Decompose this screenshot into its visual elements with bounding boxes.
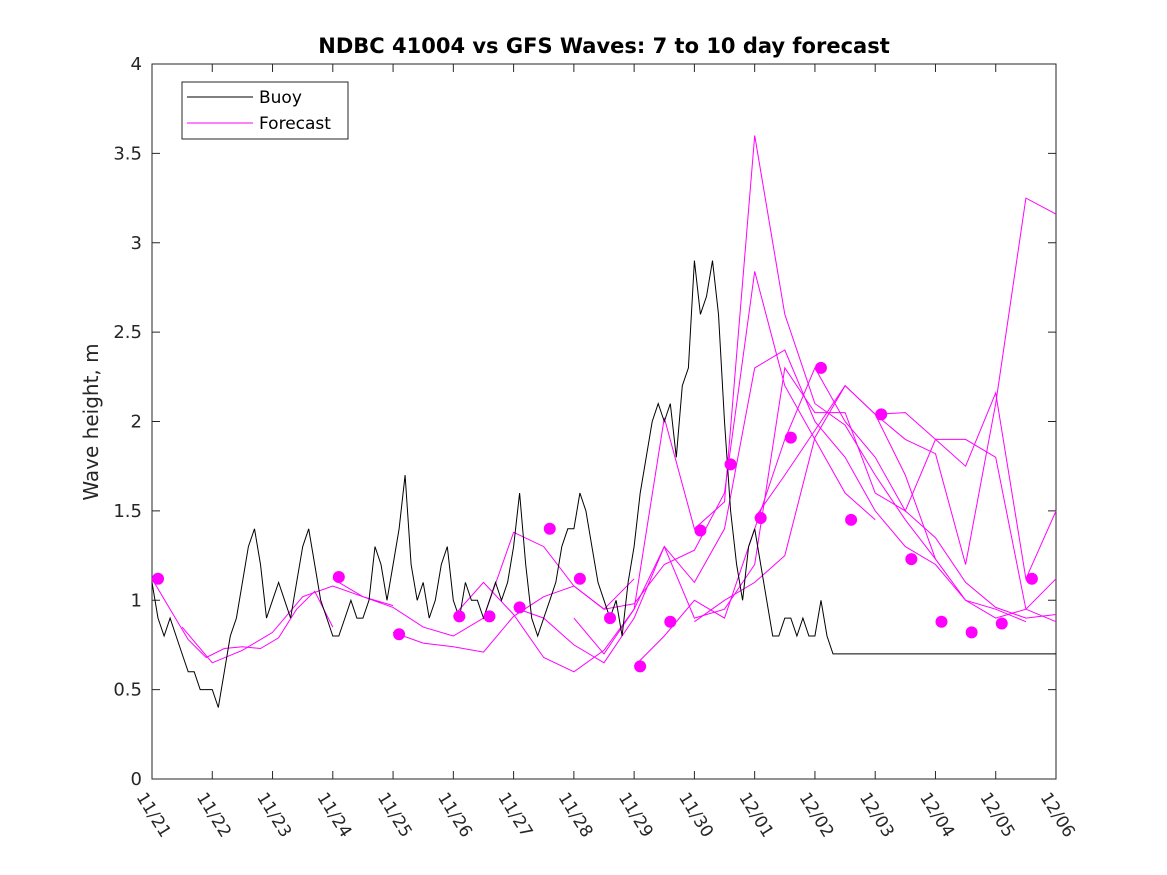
x-tick-label: 12/02 [795,789,838,841]
forecast-line [633,366,1057,667]
forecast-marker [543,522,556,535]
forecast-marker [965,626,978,639]
legend-buoy-label: Buoy [259,88,302,108]
forecast-marker [724,458,737,471]
x-tick-label: 11/26 [433,789,476,841]
y-tick-label: 3 [131,233,142,254]
forecast-marker [332,571,345,584]
x-tick-label: 11/30 [674,789,717,841]
x-tick-label: 11/24 [313,789,356,841]
forecast-marker [664,615,677,628]
forecast-line [452,135,936,673]
x-tick-label: 11/29 [614,789,657,841]
x-tick-label: 12/03 [855,789,898,841]
y-tick-label: 1 [131,590,142,611]
x-tick-label: 12/04 [915,789,958,841]
x-tick-label: 11/22 [192,789,235,841]
forecast-line [151,578,334,659]
y-axis: 0 0.5 1 1.5 2 2.5 3 3.5 4 [113,54,1056,790]
forecast-marker [1025,572,1038,585]
plot-frame [151,63,1057,780]
forecast-marker [694,524,707,537]
forecast-marker [875,408,888,421]
forecast-marker [905,553,918,566]
x-tick-label: 11/25 [373,789,416,841]
forecast-line [513,349,1027,664]
y-tick-label: 4 [131,54,142,75]
x-tick-label: 11/27 [493,789,536,841]
y-tick-label: 3.5 [113,143,142,164]
forecast-marker [995,617,1008,630]
forecast-line [573,366,1057,655]
x-tick-label: 12/05 [975,789,1018,841]
chart-title: NDBC 41004 vs GFS Waves: 7 to 10 day for… [318,34,889,58]
forecast-marker [513,601,526,614]
x-tick-label: 11/21 [132,789,175,841]
y-axis-label: Wave height, m [79,343,103,500]
forecast-line [181,585,394,664]
forecast-line [392,271,876,653]
x-tick-label: 12/06 [1036,789,1079,841]
buoy-line [151,260,1056,708]
y-tick-label: 1.5 [113,501,142,522]
y-tick-label: 2 [131,412,142,433]
forecast-marker [634,660,647,673]
forecast-line [754,197,1057,565]
y-tick-label: 2.5 [113,322,142,343]
forecast-markers [152,361,1038,673]
y-tick-label: 0.5 [113,680,142,701]
plot-area: 0 0.5 1 1.5 2 2.5 3 3.5 4 11/21 11/22 11/23 11/24 11… [113,54,1078,841]
x-tick-label: 11/28 [554,789,597,841]
forecast-marker [573,572,586,585]
forecast-marker [814,361,827,374]
forecast-marker [935,615,948,628]
forecast-marker [784,431,797,444]
y-tick-label: 0 [131,769,142,790]
legend-box [181,81,349,140]
forecast-marker [845,513,858,526]
forecast-marker [604,612,617,625]
legend-forecast-label: Forecast [259,114,331,134]
forecast-marker [754,512,767,525]
legend: Buoy Forecast [181,81,349,140]
forecast-marker [393,628,406,641]
x-tick-label: 11/23 [252,789,295,841]
forecast-marker [152,572,165,585]
forecast-marker [483,610,496,623]
buoy-series [151,260,1056,708]
forecast-marker [453,610,466,623]
x-tick-label: 12/01 [734,789,777,841]
